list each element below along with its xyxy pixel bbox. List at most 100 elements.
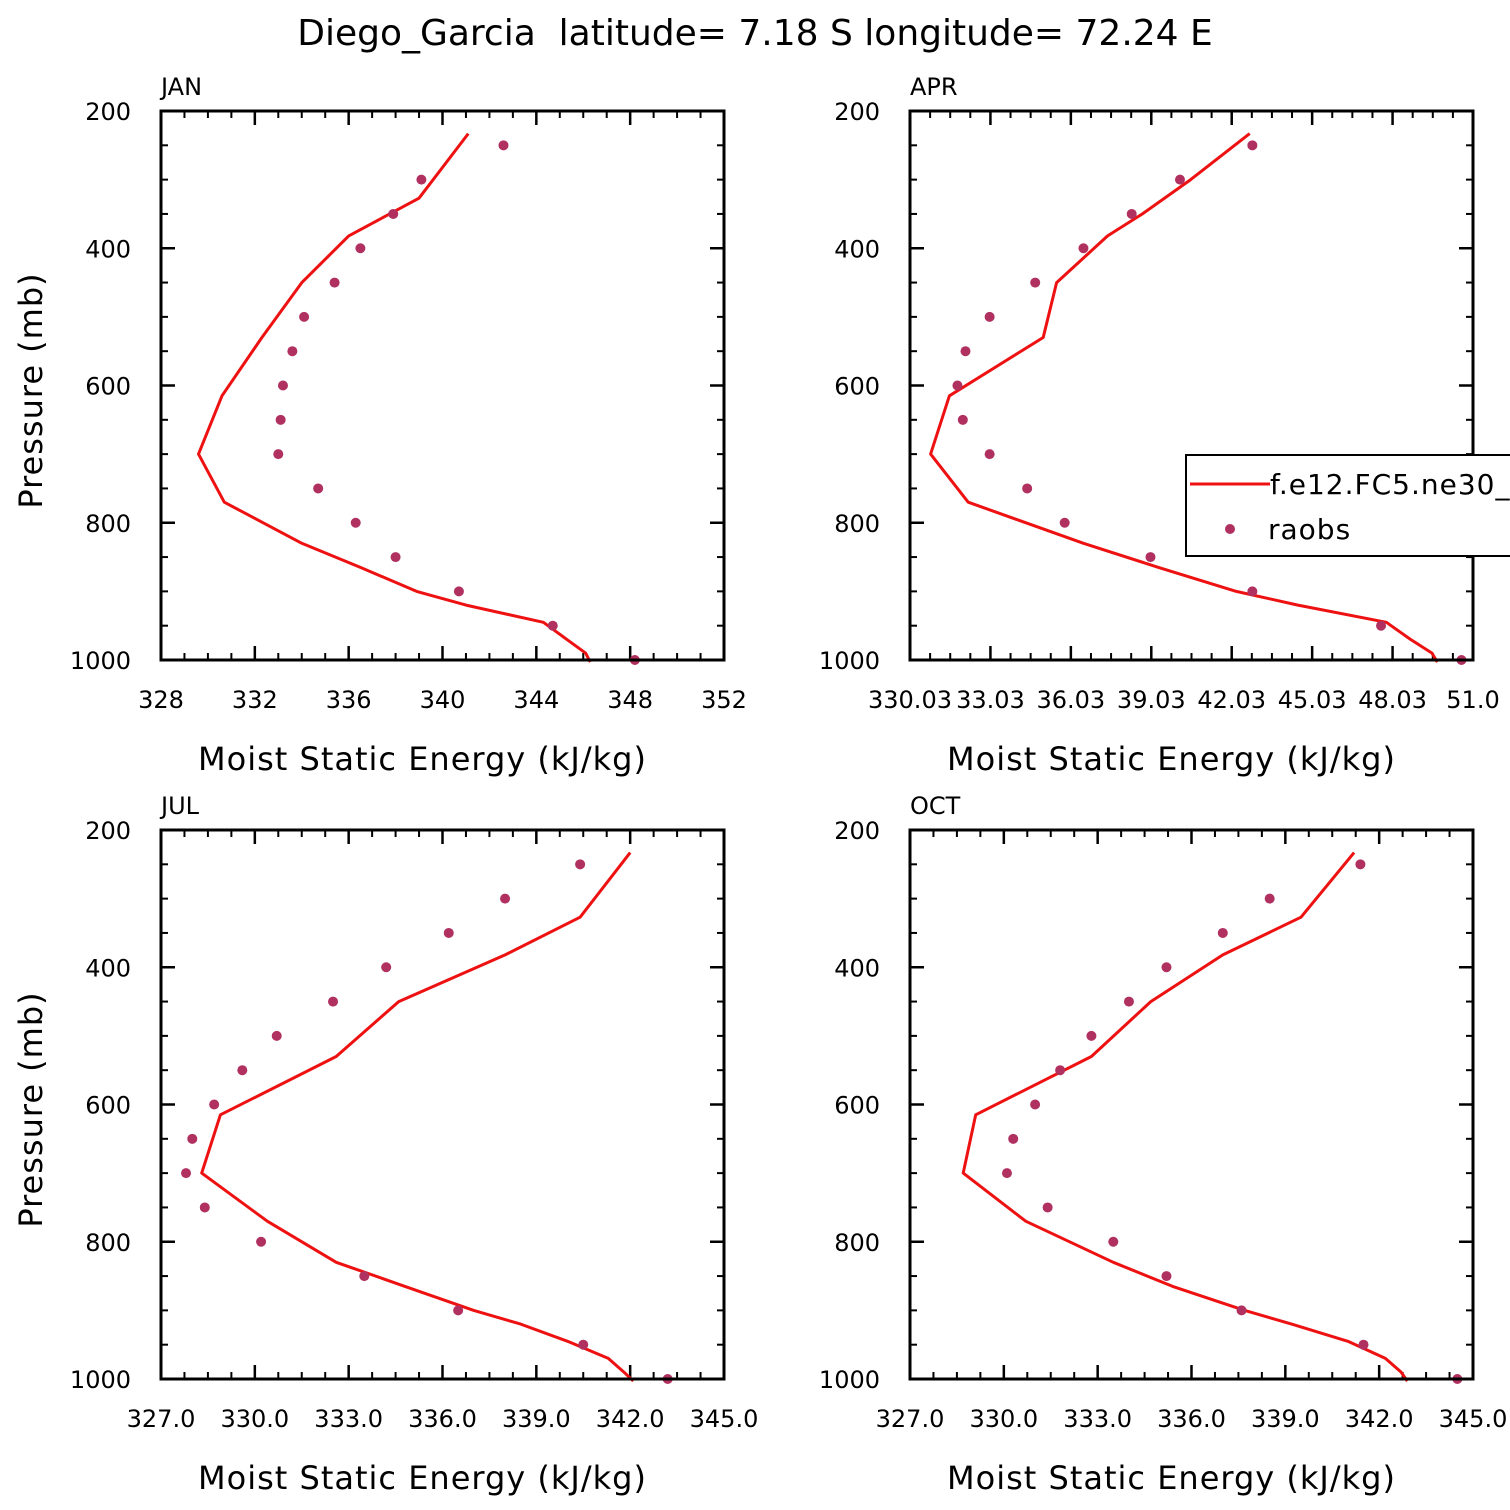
x-tick-label: 330.0 <box>969 1405 1038 1433</box>
x-tick-label: 345.0 <box>690 1405 759 1433</box>
x-tick-label: 345.0 <box>1439 1405 1508 1433</box>
raobs-point <box>498 140 509 151</box>
x-tick-label: 339.0 <box>1251 1405 1320 1433</box>
y-tick-label: 800 <box>834 510 880 538</box>
panel-label: JAN <box>159 73 202 101</box>
legend-label-model: f.e12.FC5.ne30_ <box>1270 468 1510 501</box>
legend-marker-swatch <box>1225 524 1235 534</box>
x-tick-label: 42.03 <box>1197 686 1266 714</box>
raobs-point <box>287 346 298 357</box>
raobs-point <box>1022 483 1033 494</box>
raobs-point <box>277 380 288 391</box>
x-tick-label: 352 <box>701 686 747 714</box>
y-tick-label: 800 <box>85 510 131 538</box>
raobs-point <box>1030 277 1041 288</box>
plot-frame <box>159 109 726 662</box>
y-tick-label: 400 <box>85 954 131 982</box>
raobs-point <box>381 962 392 973</box>
model-series-line <box>197 132 592 663</box>
y-tick-label: 600 <box>85 1092 131 1120</box>
x-tick-label: 48.03 <box>1358 686 1427 714</box>
y-tick-label: 400 <box>85 235 131 263</box>
x-tick-label: 333.0 <box>1063 1405 1132 1433</box>
panel-jul: JUL 327.0 330.0 333.0 336.0 339.0 342.0 345.0 20… <box>12 792 758 1497</box>
y-axis-title: Pressure (mb) <box>12 991 50 1227</box>
raobs-point <box>957 414 968 425</box>
raobs-point <box>1059 517 1070 528</box>
raobs-point <box>329 277 340 288</box>
raobs-point <box>328 996 339 1007</box>
x-axis-title: Moist Static Energy (kJ/kg) <box>947 740 1396 778</box>
legend-box <box>1185 454 1510 557</box>
x-tick-label: 348 <box>607 686 653 714</box>
raobs-point <box>390 552 401 563</box>
raobs-point <box>1008 1133 1019 1144</box>
model-series-line <box>200 851 635 1383</box>
raobs-point <box>199 1202 210 1213</box>
raobs-point <box>1030 1099 1041 1110</box>
x-tick-label: 36.03 <box>1036 686 1105 714</box>
raobs-point <box>1355 859 1366 870</box>
x-tick-label: 339.0 <box>502 1405 571 1433</box>
legend: f.e12.FC5.ne30_raobs <box>1185 454 1510 557</box>
panel-label: APR <box>910 73 958 101</box>
raobs-point <box>1236 1305 1247 1316</box>
x-axis-title: Moist Static Energy (kJ/kg) <box>947 1459 1396 1497</box>
raobs-point <box>1264 893 1275 904</box>
raobs-point <box>960 346 971 357</box>
y-tick-label: 200 <box>85 817 131 845</box>
raobs-point <box>416 174 427 185</box>
raobs-point <box>1086 1030 1097 1041</box>
x-tick-label: 327.0 <box>876 1405 945 1433</box>
panel-jan: JAN 328 332 336 340 344 348 352 200 400 600 800 1000… <box>12 73 747 778</box>
raobs-point <box>359 1271 370 1282</box>
x-tick-label: 51.0 <box>1446 686 1499 714</box>
raobs-point <box>256 1236 267 1247</box>
raobs-point <box>1123 996 1134 1007</box>
raobs-point <box>1108 1236 1119 1247</box>
y-tick-label: 600 <box>85 373 131 401</box>
panels: JAN 328 332 336 340 344 348 352 200 400 600 800 1000… <box>12 73 1510 1497</box>
raobs-point <box>1217 927 1228 938</box>
x-tick-label: 33.03 <box>956 686 1025 714</box>
y-tick-label: 200 <box>834 98 880 126</box>
model-series-line <box>961 851 1409 1382</box>
raobs-point <box>443 927 454 938</box>
plot-frame <box>908 828 1475 1381</box>
raobs-point <box>1126 208 1137 219</box>
panel-apr: APR 330.03 33.03 36.03 39.03 42.03 45.03 48.03 5… <box>819 73 1500 778</box>
raobs-point <box>209 1099 220 1110</box>
y-tick-label: 1000 <box>70 647 131 675</box>
model-series-line <box>929 132 1439 663</box>
x-tick-label: 333.0 <box>314 1405 383 1433</box>
raobs-point <box>355 243 366 254</box>
raobs-point <box>1161 1271 1172 1282</box>
x-axis-title: Moist Static Energy (kJ/kg) <box>198 740 647 778</box>
x-tick-label: 336 <box>326 686 372 714</box>
panel-label: JUL <box>159 792 200 820</box>
figure-title: Diego_Garcia latitude= 7.18 S longitude=… <box>297 13 1213 54</box>
y-tick-label: 600 <box>834 1092 880 1120</box>
raobs-point <box>1247 586 1258 597</box>
x-axis-title: Moist Static Energy (kJ/kg) <box>198 1459 647 1497</box>
raobs-point <box>1174 174 1185 185</box>
x-tick-label: 344 <box>513 686 559 714</box>
x-tick-label: 340 <box>420 686 466 714</box>
y-tick-label: 800 <box>834 1229 880 1257</box>
raobs-point <box>313 483 324 494</box>
y-tick-label: 200 <box>85 98 131 126</box>
y-tick-label: 1000 <box>70 1366 131 1394</box>
raobs-point <box>1358 1339 1369 1350</box>
raobs-point <box>1001 1168 1012 1179</box>
y-tick-label: 1000 <box>819 647 880 675</box>
raobs-point <box>181 1168 192 1179</box>
raobs-point <box>237 1065 248 1076</box>
raobs-point <box>578 1339 589 1350</box>
raobs-point <box>187 1133 198 1144</box>
panel-label: OCT <box>910 792 961 820</box>
y-tick-label: 400 <box>834 954 880 982</box>
raobs-point <box>273 449 284 460</box>
raobs-point <box>1145 552 1156 563</box>
raobs-point <box>271 1030 282 1041</box>
x-tick-label: 330.0 <box>220 1405 289 1433</box>
